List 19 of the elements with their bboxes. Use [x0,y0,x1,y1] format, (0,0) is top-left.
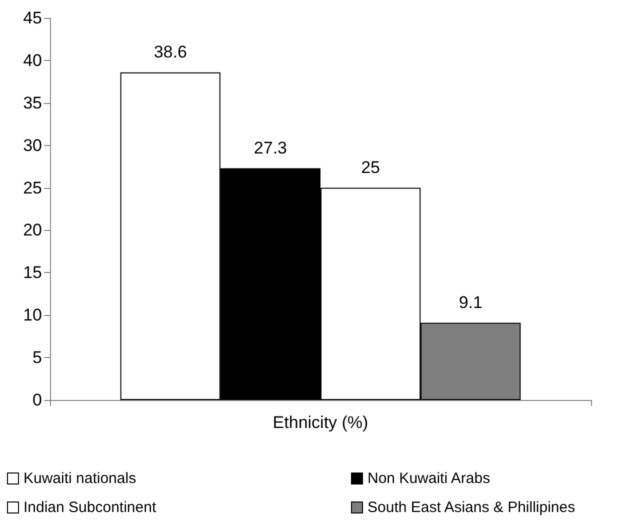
y-tick-label: 40 [23,50,42,70]
y-tick-label: 15 [23,263,42,282]
legend-label: Indian Subcontinent [24,499,157,516]
data-label: 25 [361,158,380,177]
y-tick-label: 5 [32,348,42,368]
x-tick-label: Ethnicity (%) [272,413,368,432]
legend-label: Kuwaiti nationals [24,470,136,487]
data-label: 27.3 [254,138,288,158]
y-tick-label: 20 [23,220,42,240]
data-label: 38.6 [154,42,187,62]
y-tick-label: 35 [23,93,42,112]
y-tick-label: 0 [32,390,42,410]
y-tick-label: 45 [23,8,42,28]
y-tick-label: 10 [23,306,42,325]
y-tick-label: 25 [23,178,42,198]
data-label: 9.1 [458,292,482,312]
y-tick-label: 30 [23,136,42,155]
legend-label: South East Asians & Phillipines [368,499,576,516]
legend-label: Non Kuwaiti Arabs [368,470,490,487]
